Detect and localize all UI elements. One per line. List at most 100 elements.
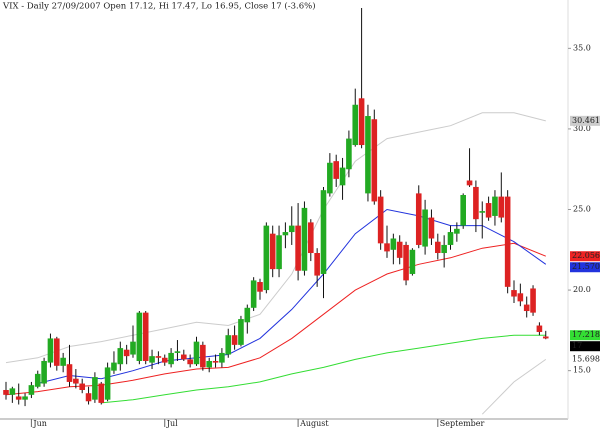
candle-body bbox=[181, 354, 187, 360]
y-tick-label: 30.0 bbox=[573, 124, 591, 133]
candle-body bbox=[28, 385, 35, 395]
candle-body bbox=[54, 338, 60, 366]
candle-body bbox=[282, 232, 289, 236]
candle-body bbox=[142, 312, 149, 361]
candle-body bbox=[447, 232, 454, 245]
candle-body bbox=[161, 357, 168, 363]
candle-body bbox=[377, 196, 384, 244]
candle-body bbox=[492, 196, 498, 216]
y-tick-label: 15.0 bbox=[573, 366, 591, 375]
candle-body bbox=[485, 203, 492, 218]
candle-body bbox=[22, 396, 28, 400]
candle-body bbox=[396, 241, 403, 258]
candle-body bbox=[327, 162, 333, 194]
candle-body bbox=[219, 352, 225, 363]
candle-body bbox=[92, 377, 98, 400]
value-label: 21.5709 bbox=[572, 262, 600, 271]
candle-body bbox=[66, 364, 73, 382]
overlay-line bbox=[101, 334, 546, 404]
candle-body bbox=[130, 341, 136, 355]
candle-body bbox=[9, 388, 16, 395]
plot-area bbox=[3, 8, 549, 415]
candle-body bbox=[523, 304, 530, 312]
candle-body bbox=[466, 180, 473, 186]
candle-body bbox=[136, 312, 143, 361]
candle-body bbox=[193, 341, 200, 365]
overlay-line bbox=[5, 112, 546, 364]
candle-body bbox=[263, 225, 270, 291]
candle-body bbox=[409, 249, 416, 274]
candle-body bbox=[85, 393, 92, 402]
candle-body bbox=[225, 335, 232, 355]
candle-body bbox=[460, 194, 466, 226]
value-label: 17 bbox=[572, 341, 582, 350]
value-label-box bbox=[570, 330, 600, 341]
candle-body bbox=[504, 196, 511, 287]
candle-body bbox=[530, 288, 536, 313]
candle-body bbox=[384, 243, 390, 252]
value-label-box bbox=[570, 262, 600, 273]
candle-body bbox=[320, 190, 327, 274]
candle-body bbox=[390, 238, 397, 250]
candle-body bbox=[206, 360, 212, 368]
candle-body bbox=[231, 335, 238, 345]
candle-body bbox=[174, 351, 181, 353]
candle-body bbox=[536, 325, 543, 332]
candle-body bbox=[314, 253, 320, 276]
candle-body bbox=[371, 119, 378, 202]
y-tick-label: 35.0 bbox=[573, 43, 591, 52]
candle-body bbox=[238, 319, 244, 345]
candle-body bbox=[79, 383, 85, 390]
candle-body bbox=[250, 280, 257, 308]
candle-body bbox=[111, 362, 117, 371]
candle-body bbox=[98, 383, 105, 403]
value-label: 15.698 bbox=[572, 354, 600, 363]
candle-body bbox=[244, 307, 251, 323]
candle-body bbox=[517, 293, 524, 302]
y-tick-label: 25.0 bbox=[573, 205, 591, 214]
candle-body bbox=[454, 228, 460, 234]
candle-body bbox=[187, 359, 193, 365]
candle-body bbox=[339, 167, 346, 186]
candle-body bbox=[358, 98, 365, 146]
overlay-line bbox=[481, 358, 547, 415]
candle-body bbox=[60, 357, 66, 366]
candle-body bbox=[403, 244, 409, 281]
candle-body bbox=[511, 290, 517, 297]
candle-body bbox=[269, 233, 276, 270]
candle-body bbox=[479, 211, 486, 213]
candle-body bbox=[295, 225, 301, 271]
x-tick-label: Jun bbox=[32, 419, 47, 428]
candle-body bbox=[346, 138, 352, 170]
candle-body bbox=[34, 373, 41, 387]
candle-body bbox=[428, 217, 435, 239]
candle-body bbox=[333, 161, 339, 179]
candle-body bbox=[41, 360, 47, 384]
x-tick-label: Jul bbox=[166, 419, 178, 428]
candle-body bbox=[3, 389, 9, 395]
candle-body bbox=[352, 104, 359, 146]
candle-body bbox=[365, 116, 371, 194]
candle-body bbox=[155, 356, 162, 358]
value-label-box bbox=[570, 115, 600, 126]
candle-body bbox=[415, 193, 422, 245]
value-label-box bbox=[570, 251, 600, 262]
value-label: 17.2183 bbox=[572, 330, 600, 339]
candle-body bbox=[168, 352, 174, 365]
candle-body bbox=[149, 356, 155, 363]
candle-body bbox=[123, 349, 130, 357]
candle-body bbox=[200, 344, 206, 368]
candle-body bbox=[276, 235, 282, 270]
candle-body bbox=[47, 338, 54, 363]
candle-body bbox=[498, 196, 505, 218]
chart-title: VIX - Daily 27/09/2007 Open 17.12, Hi 17… bbox=[2, 1, 316, 12]
candle-body bbox=[73, 378, 79, 384]
x-tick-label: September bbox=[440, 419, 485, 428]
candle-body bbox=[15, 396, 22, 400]
x-tick-label: August bbox=[299, 419, 329, 428]
candle-body bbox=[422, 209, 428, 247]
candle-body bbox=[308, 222, 314, 254]
candle-body bbox=[212, 360, 219, 363]
